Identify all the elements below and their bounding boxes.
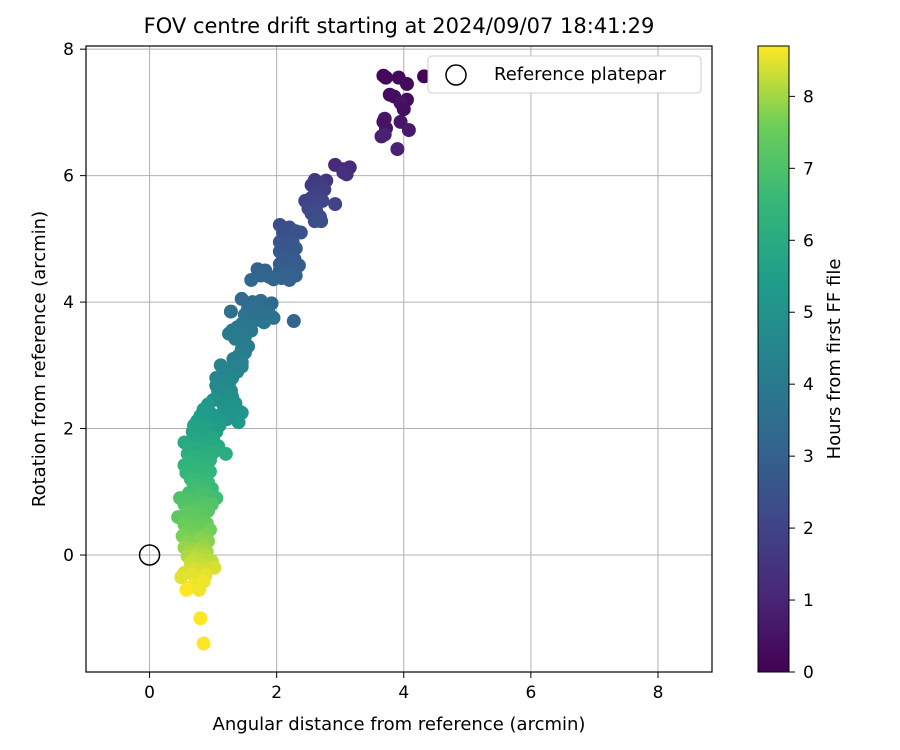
colorbar-gradient xyxy=(757,45,790,673)
x-tick-label: 4 xyxy=(398,683,409,703)
chart-title: FOV centre drift starting at 2024/09/07 … xyxy=(144,14,655,38)
y-axis-ticks: 0 2 4 6 8 xyxy=(63,40,86,566)
colorbar-tick-label: 2 xyxy=(803,519,814,539)
scatter-point xyxy=(193,611,208,626)
y-tick-label: 8 xyxy=(63,40,74,60)
colorbar-tick-label: 8 xyxy=(803,87,814,107)
scatter-point xyxy=(231,415,246,430)
x-tick-label: 0 xyxy=(144,683,155,703)
y-tick-label: 6 xyxy=(63,167,74,187)
scatter-point xyxy=(256,315,271,330)
scatter-point xyxy=(266,272,281,287)
colorbar-tick-label: 6 xyxy=(803,231,814,251)
scatter-point xyxy=(377,127,392,142)
colorbar: 0 1 2 3 4 5 6 7 8 Hours from first FF file xyxy=(757,45,845,683)
colorbar-tick-label: 1 xyxy=(803,591,814,611)
x-axis-ticks: 0 2 4 6 8 xyxy=(144,672,663,703)
scatter-points xyxy=(171,68,432,651)
scatter-point xyxy=(328,197,343,212)
scatter-point xyxy=(223,304,238,319)
scatter-point xyxy=(244,272,259,287)
scatter-point xyxy=(314,214,329,229)
x-tick-label: 8 xyxy=(653,683,664,703)
colorbar-tick-label: 5 xyxy=(803,303,814,323)
scatter-point xyxy=(399,76,414,91)
scatter-point xyxy=(390,142,405,157)
x-axis-label: Angular distance from reference (arcmin) xyxy=(213,714,586,735)
scatter-point xyxy=(378,70,393,85)
colorbar-tick-label: 0 xyxy=(803,663,814,683)
reference-platepar-marker xyxy=(138,544,161,566)
scatter-point xyxy=(336,165,351,180)
scatter-point xyxy=(396,102,411,117)
scatter-point xyxy=(196,636,211,651)
legend-label: Reference platepar xyxy=(494,64,666,85)
legend: Reference platepar xyxy=(427,55,702,94)
colorbar-tick-label: 3 xyxy=(803,447,814,467)
scatter-point xyxy=(174,570,189,585)
legend-box xyxy=(427,55,702,94)
scatter-point xyxy=(179,582,194,597)
y-tick-label: 0 xyxy=(63,546,74,566)
x-tick-label: 6 xyxy=(525,683,536,703)
scatter-point xyxy=(293,225,308,240)
y-tick-label: 4 xyxy=(63,293,74,313)
colorbar-ticks: 0 1 2 3 4 5 6 7 8 xyxy=(789,87,814,683)
legend-marker-icon xyxy=(445,64,467,86)
x-tick-label: 2 xyxy=(271,683,282,703)
colorbar-label: Hours from first FF file xyxy=(824,259,845,460)
colorbar-tick-label: 7 xyxy=(803,159,814,179)
y-axis-label: Rotation from reference (arcmin) xyxy=(29,211,50,507)
scatter-point xyxy=(286,314,301,329)
scatter-point xyxy=(401,123,416,138)
y-tick-label: 2 xyxy=(63,420,74,440)
colorbar-tick-label: 4 xyxy=(803,375,814,395)
scatter-point xyxy=(192,582,207,597)
scatter-point xyxy=(218,446,233,461)
plot-frame xyxy=(85,45,713,673)
